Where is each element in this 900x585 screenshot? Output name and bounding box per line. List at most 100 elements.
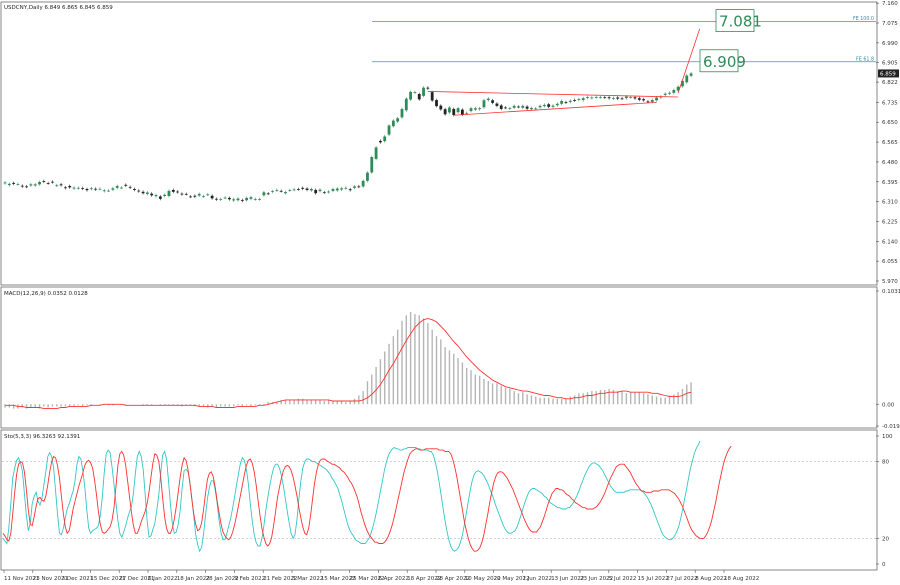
- fe-value-box: [699, 49, 739, 73]
- time-axis-label: 9 Feb 2022: [234, 576, 265, 582]
- candle-body: [29, 184, 33, 186]
- candle-body: [232, 199, 236, 201]
- candle-body: [46, 183, 50, 184]
- candle-body: [482, 100, 486, 108]
- candle-body: [340, 188, 343, 190]
- candle-body: [102, 190, 106, 192]
- candle-body: [180, 193, 184, 195]
- fe-value-label: 6.909: [703, 53, 746, 71]
- candle-body: [171, 189, 175, 192]
- candle-body: [646, 101, 650, 103]
- candle-body: [361, 180, 365, 187]
- candle-body: [504, 107, 507, 109]
- candle-body: [163, 194, 167, 197]
- candle-body: [448, 107, 451, 113]
- candle-body: [676, 86, 680, 91]
- fe-level-tag: FE 100.0: [853, 16, 874, 22]
- time-axis-label: 23 Nov 2021: [33, 576, 68, 582]
- price-axis-label: 6.225: [882, 219, 898, 225]
- candle-body: [607, 97, 611, 99]
- candle-body: [594, 97, 598, 98]
- candle-body: [564, 102, 568, 103]
- macd-histogram: [4, 311, 692, 409]
- candle-body: [38, 182, 41, 185]
- candle-body: [655, 97, 658, 101]
- stochastic-axis-label: 100: [882, 434, 893, 440]
- candle-body: [335, 188, 339, 191]
- candle-body: [120, 187, 123, 189]
- candle-body: [620, 98, 624, 100]
- price-axis-label: 6.650: [882, 120, 898, 126]
- candle-body: [193, 195, 197, 197]
- candle-body: [629, 97, 633, 98]
- price-axis-label: 6.905: [882, 61, 898, 67]
- price-axis: 7.160 7.075 6.990 6.905 6.822 6.735 6.650 6.565…: [876, 1, 898, 285]
- candle-body: [51, 181, 54, 183]
- price-axis-label: 7.075: [882, 21, 898, 27]
- price-axis-label: 6.055: [882, 259, 898, 265]
- stochastic-pane: Sto(5,3,3) 96.3263 92.1391 100 80 20 0: [0, 429, 893, 571]
- stochastic-k-line: [2, 440, 701, 553]
- triangle-lower-line: [453, 101, 657, 116]
- candle-body: [624, 96, 628, 99]
- candle-body: [581, 98, 585, 101]
- breakout-line: [677, 28, 701, 94]
- fe-level-tag: FE 61.8: [856, 56, 874, 62]
- candle-body: [469, 108, 473, 112]
- candle-body: [266, 193, 270, 195]
- candle-body: [301, 187, 305, 189]
- time-axis-label: 10 May 2022: [465, 576, 501, 582]
- triangle-upper-line: [427, 91, 679, 98]
- stochastic-axis-label: 0: [882, 562, 886, 568]
- candle-body: [7, 183, 11, 186]
- macd-pane-frame: [0, 286, 878, 429]
- candle-body: [443, 109, 447, 115]
- price-pane: USDCNY,Daily 6.849 6.865 6.845 6.859 7.1…: [0, 1, 899, 286]
- candle-body: [491, 100, 494, 103]
- candle-body: [547, 104, 551, 107]
- candle-body: [460, 109, 464, 115]
- candle-body: [249, 197, 253, 199]
- candle-body: [495, 103, 499, 106]
- macd-axis-label: 0.1031: [882, 289, 900, 295]
- time-axis-label: 28 Apr 2022: [436, 576, 470, 582]
- candle-body: [145, 192, 149, 194]
- candle-body: [542, 104, 546, 107]
- candle-body: [383, 136, 387, 142]
- candle-body: [271, 191, 274, 192]
- candle-body: [521, 105, 525, 108]
- candle-body: [573, 100, 576, 101]
- time-axis-label: 18 Jan 2022: [177, 576, 210, 582]
- candle-body: [167, 190, 171, 197]
- candle-body: [206, 194, 210, 196]
- candle-body: [568, 100, 572, 102]
- candle-body: [227, 197, 231, 200]
- candle-body: [603, 97, 607, 99]
- time-axis-label: 15 Mar 2022: [321, 576, 356, 582]
- candle-body: [413, 92, 417, 93]
- candle-body: [94, 188, 98, 190]
- candle-body: [150, 193, 154, 196]
- candle-body: [353, 186, 356, 188]
- candle-body: [176, 191, 179, 193]
- candle-body: [357, 186, 361, 188]
- macd-axis: 0.1031 0.00 -0.0198: [876, 289, 900, 430]
- candle-body: [25, 186, 28, 188]
- candle-body: [245, 197, 249, 201]
- time-axis-label: 1 Jun 2022: [522, 576, 552, 582]
- candle-body: [85, 189, 89, 191]
- time-axis-label: 13 Jun 2022: [551, 576, 584, 582]
- candle-body: [292, 189, 296, 191]
- candle-body: [681, 80, 684, 87]
- candle-body: [98, 188, 102, 190]
- candle-body: [486, 98, 490, 101]
- candle-body: [599, 97, 602, 99]
- candle-body: [327, 191, 331, 193]
- stochastic-axis-label: 80: [882, 460, 889, 466]
- candle-body: [400, 108, 404, 118]
- candle-body: [577, 99, 581, 100]
- candle-body: [309, 189, 313, 191]
- fe-value-label: 7.081: [719, 13, 762, 31]
- stochastic-pane-frame: [0, 429, 878, 571]
